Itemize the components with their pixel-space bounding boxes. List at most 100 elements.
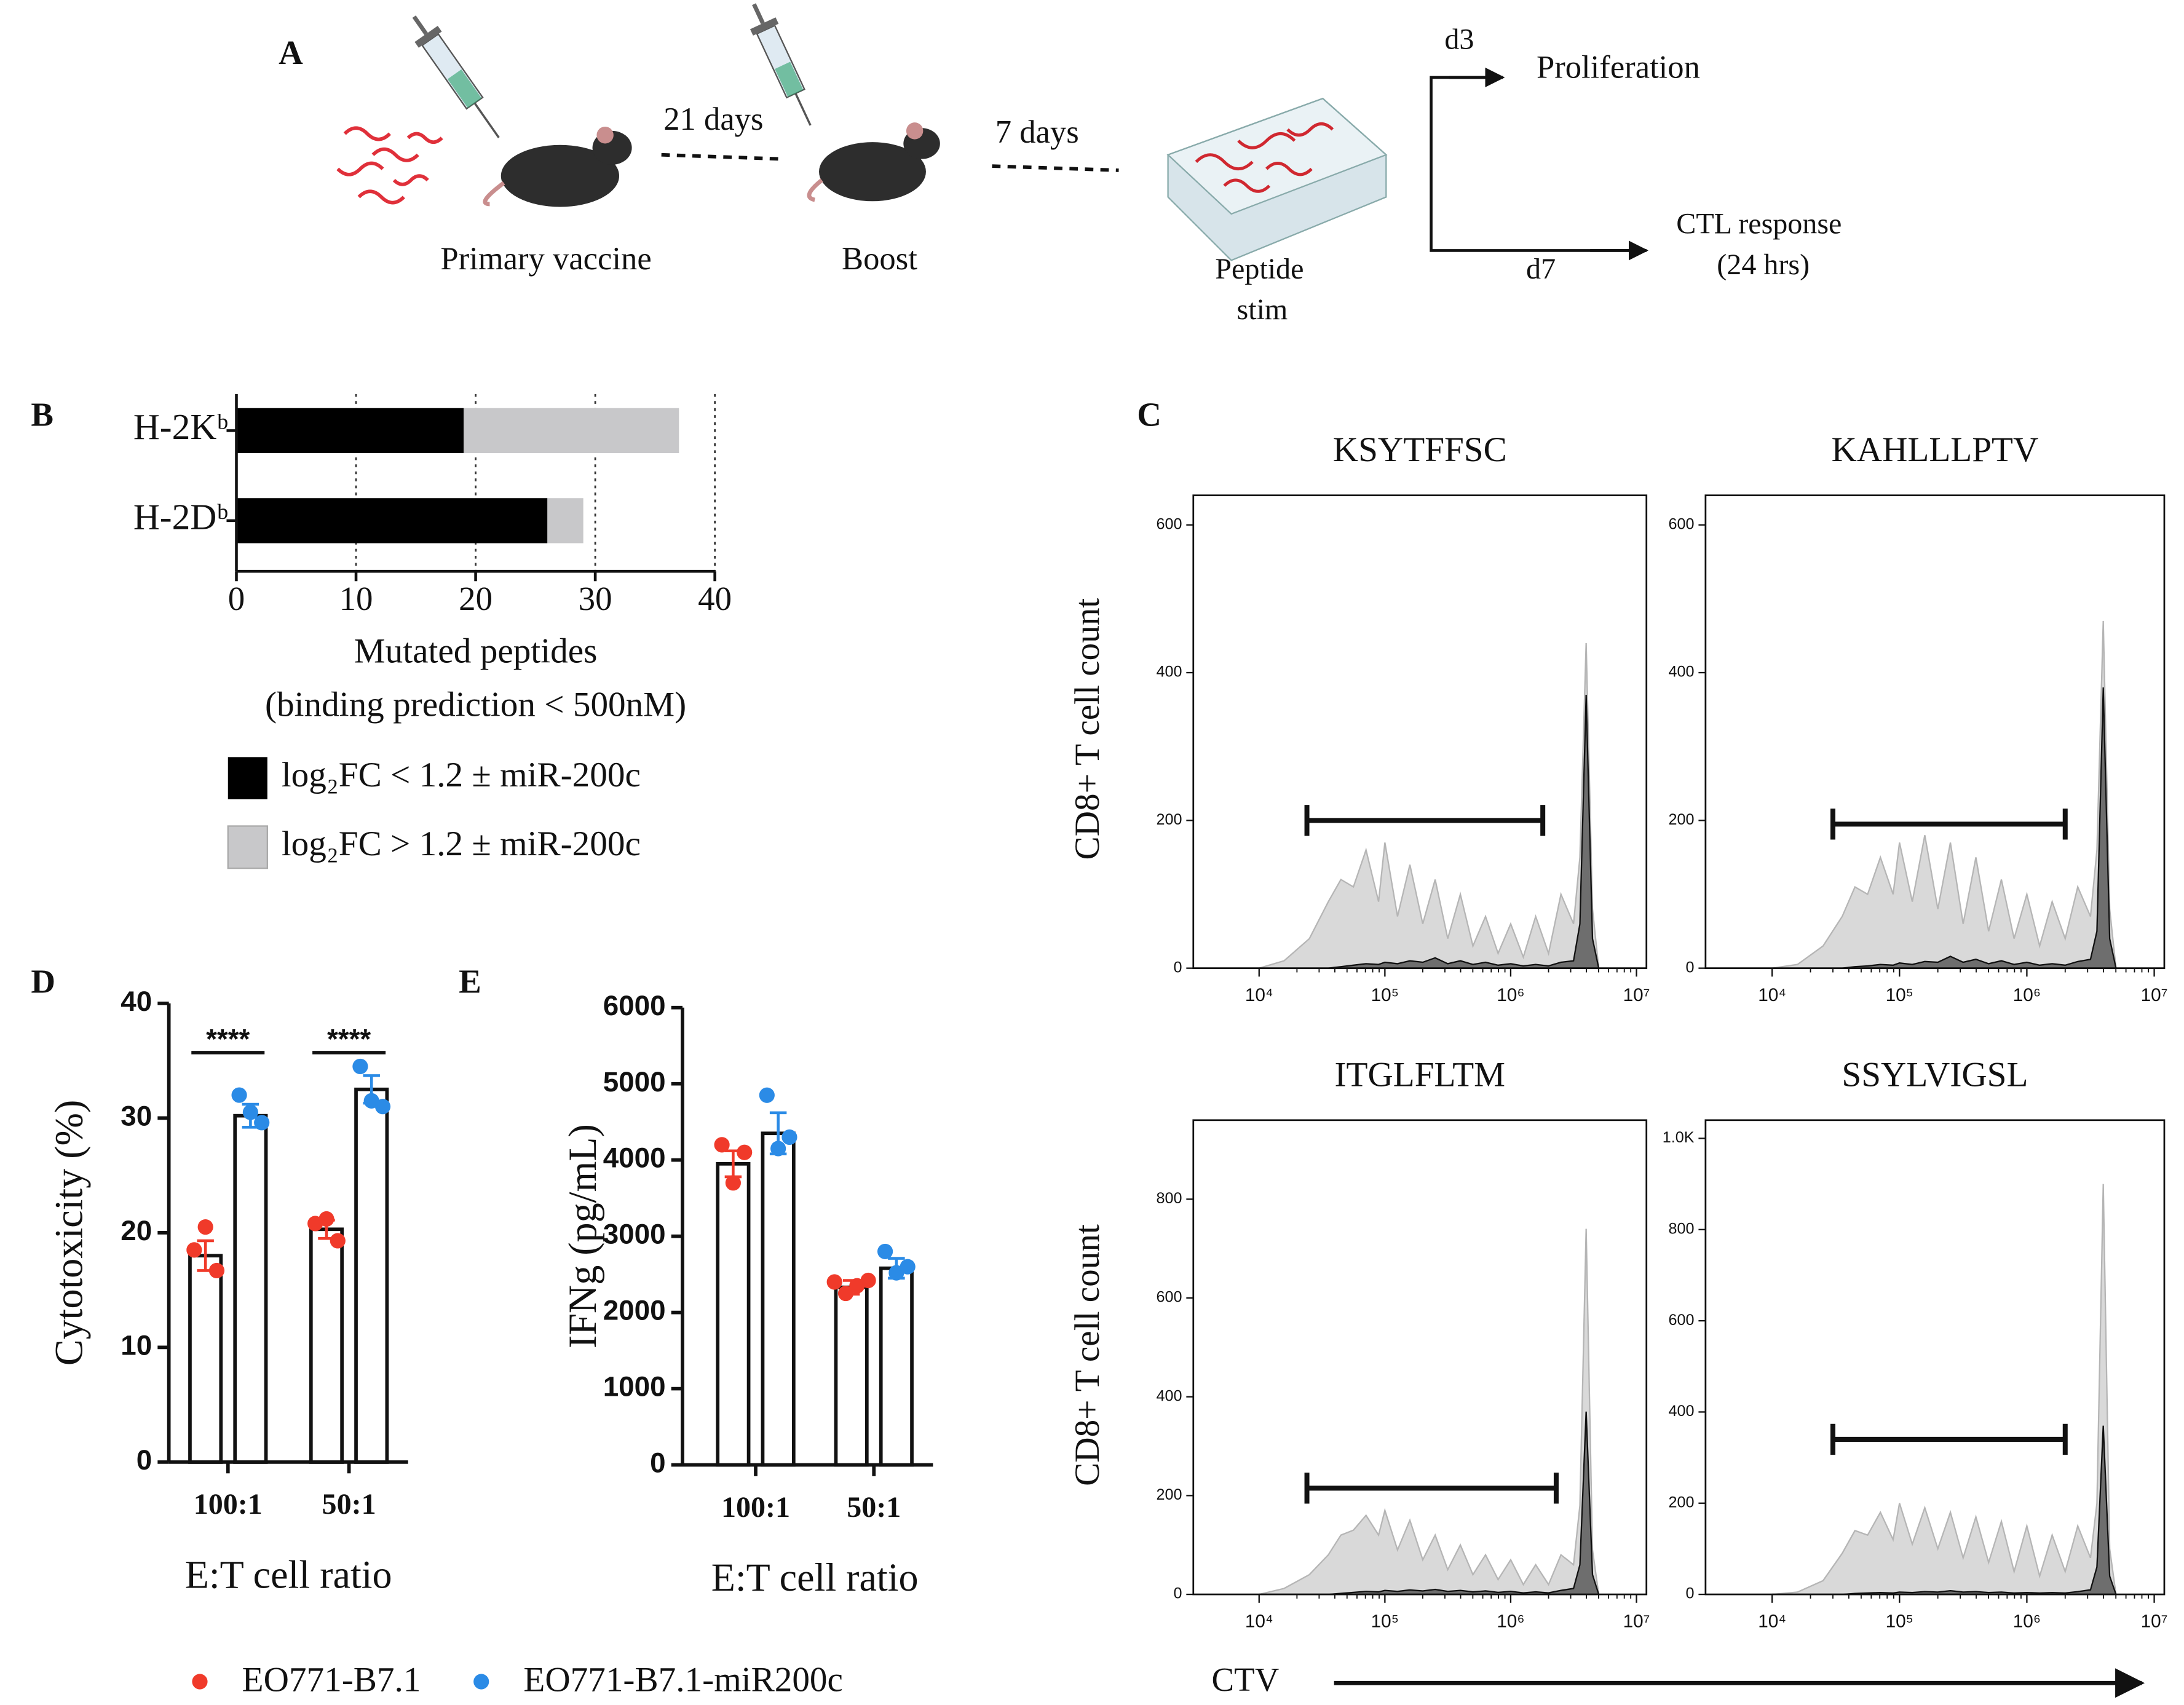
panel-label: B <box>31 395 53 433</box>
data-point <box>781 1129 797 1145</box>
chart-title: KSYTFFSC <box>1333 430 1507 469</box>
data-point <box>770 1141 786 1157</box>
legend-label: EO771-B7.1-miR200c <box>523 1660 843 1699</box>
plot-frame <box>1192 1119 1648 1596</box>
branch-label: (24 hrs) <box>1717 248 1810 281</box>
y-tick-label: 1.0K <box>1663 1129 1695 1146</box>
x-axis-label: E:T cell ratio <box>711 1556 919 1599</box>
data-point <box>837 1286 854 1302</box>
y-tick-label: 400 <box>1156 663 1182 681</box>
bar <box>309 1227 344 1464</box>
y-tick-label: 6000 <box>603 990 666 1021</box>
category-label: H-2Dᵇ <box>133 496 228 537</box>
histogram-area <box>1259 1228 1600 1596</box>
histogram-area <box>1772 1184 2117 1596</box>
y-axis-label: CD8+ T cell count <box>1068 1224 1107 1486</box>
significance-label: **** <box>206 1024 250 1055</box>
bar-segment <box>236 408 464 453</box>
gate <box>1304 1473 1559 1504</box>
legend-swatch <box>228 757 267 799</box>
x-tick-label: 30 <box>579 580 612 617</box>
panel-label: A <box>279 34 303 71</box>
bar <box>354 1087 389 1464</box>
day-label: d3 <box>1444 23 1474 56</box>
x-tick-label: 10⁵ <box>1371 1612 1399 1632</box>
data-point <box>352 1058 368 1075</box>
mouse <box>807 122 940 202</box>
data-point <box>197 1219 213 1235</box>
data-point <box>374 1099 391 1115</box>
bar-segment <box>236 498 548 544</box>
x-axis-label: (binding prediction < 500nM) <box>265 685 686 724</box>
y-tick-label: 0 <box>1686 959 1695 976</box>
x-tick-label: 0 <box>228 580 245 617</box>
bar <box>233 1114 268 1464</box>
y-tick-label: 200 <box>1156 811 1182 828</box>
data-point <box>242 1104 258 1120</box>
x-tick-label: 100:1 <box>194 1488 263 1521</box>
data-point <box>330 1233 346 1249</box>
x-tick-label: 10⁴ <box>1245 1612 1273 1632</box>
data-point <box>254 1115 270 1131</box>
panel-label: E <box>459 963 481 1000</box>
plot-frame <box>1704 1119 2166 1596</box>
data-point <box>186 1242 202 1258</box>
y-tick-label: 200 <box>1669 811 1695 828</box>
y-tick-label: 10 <box>121 1330 152 1361</box>
y-axis-label: IFNg (pg/mL) <box>561 1124 604 1348</box>
x-tick-label: 10⁷ <box>2141 1612 2168 1632</box>
histogram-area <box>1259 695 1600 969</box>
data-point <box>860 1272 876 1289</box>
data-point <box>877 1243 893 1259</box>
y-tick-label: 0 <box>136 1444 152 1476</box>
panel-a-text: A 21 days 7 days Primary vaccine Boost P… <box>279 23 1842 326</box>
gate <box>1304 805 1546 836</box>
y-tick-label: 400 <box>1669 663 1695 681</box>
y-axis-label: CD8+ T cell count <box>1068 598 1107 860</box>
chart-title: SSYLVIGSL <box>1842 1055 2028 1094</box>
branch-label: Proliferation <box>1537 50 1700 85</box>
x-axis-label: E:T cell ratio <box>185 1553 392 1597</box>
y-tick-label: 600 <box>1156 1289 1182 1306</box>
x-tick-label: 10⁷ <box>1623 985 1650 1005</box>
syringe <box>412 15 500 138</box>
step-label: Primary vaccine <box>440 241 651 277</box>
x-tick-label: 20 <box>459 580 493 617</box>
x-tick-label: 10 <box>339 580 373 617</box>
plate <box>1166 97 1388 261</box>
y-tick-label: 1000 <box>603 1371 666 1402</box>
histogram-area <box>1772 1425 2117 1596</box>
x-tick-label: 10⁵ <box>1371 985 1399 1005</box>
x-tick-label: 50:1 <box>322 1488 376 1521</box>
step-label: Boost <box>842 241 917 277</box>
x-tick-label: 10⁶ <box>1497 985 1524 1005</box>
branch-lines <box>1430 76 1647 252</box>
legend-marker <box>473 1674 489 1690</box>
x-tick-label: 10⁴ <box>1758 985 1786 1005</box>
day-label: d7 <box>1526 253 1556 285</box>
y-tick-label: 0 <box>1173 1585 1182 1602</box>
data-point <box>714 1137 730 1153</box>
y-tick-label: 3000 <box>603 1219 666 1250</box>
y-tick-label: 20 <box>121 1215 152 1246</box>
branch-label: CTL response <box>1676 208 1842 240</box>
y-tick-label: 40 <box>121 986 152 1017</box>
x-tick-label: 100:1 <box>721 1491 790 1524</box>
panel-a-art <box>336 3 1648 261</box>
x-tick-label: 10⁶ <box>2013 1612 2041 1632</box>
x-tick-label: 10⁵ <box>1886 985 1913 1005</box>
data-point <box>737 1144 753 1160</box>
gate <box>1830 809 2068 840</box>
y-tick-label: 200 <box>1669 1493 1695 1511</box>
y-tick-label: 30 <box>121 1100 152 1131</box>
x-axis-label: Mutated peptides <box>354 631 598 670</box>
x-tick-label: 10⁶ <box>1497 1612 1524 1632</box>
syringe <box>750 3 812 126</box>
y-tick-label: 2000 <box>603 1295 666 1326</box>
step-label: Peptide <box>1215 253 1304 285</box>
bar <box>761 1131 796 1467</box>
y-tick-label: 600 <box>1156 515 1182 532</box>
histogram-area <box>1259 643 1600 969</box>
legend-label: EO771-B7.1 <box>242 1660 421 1699</box>
